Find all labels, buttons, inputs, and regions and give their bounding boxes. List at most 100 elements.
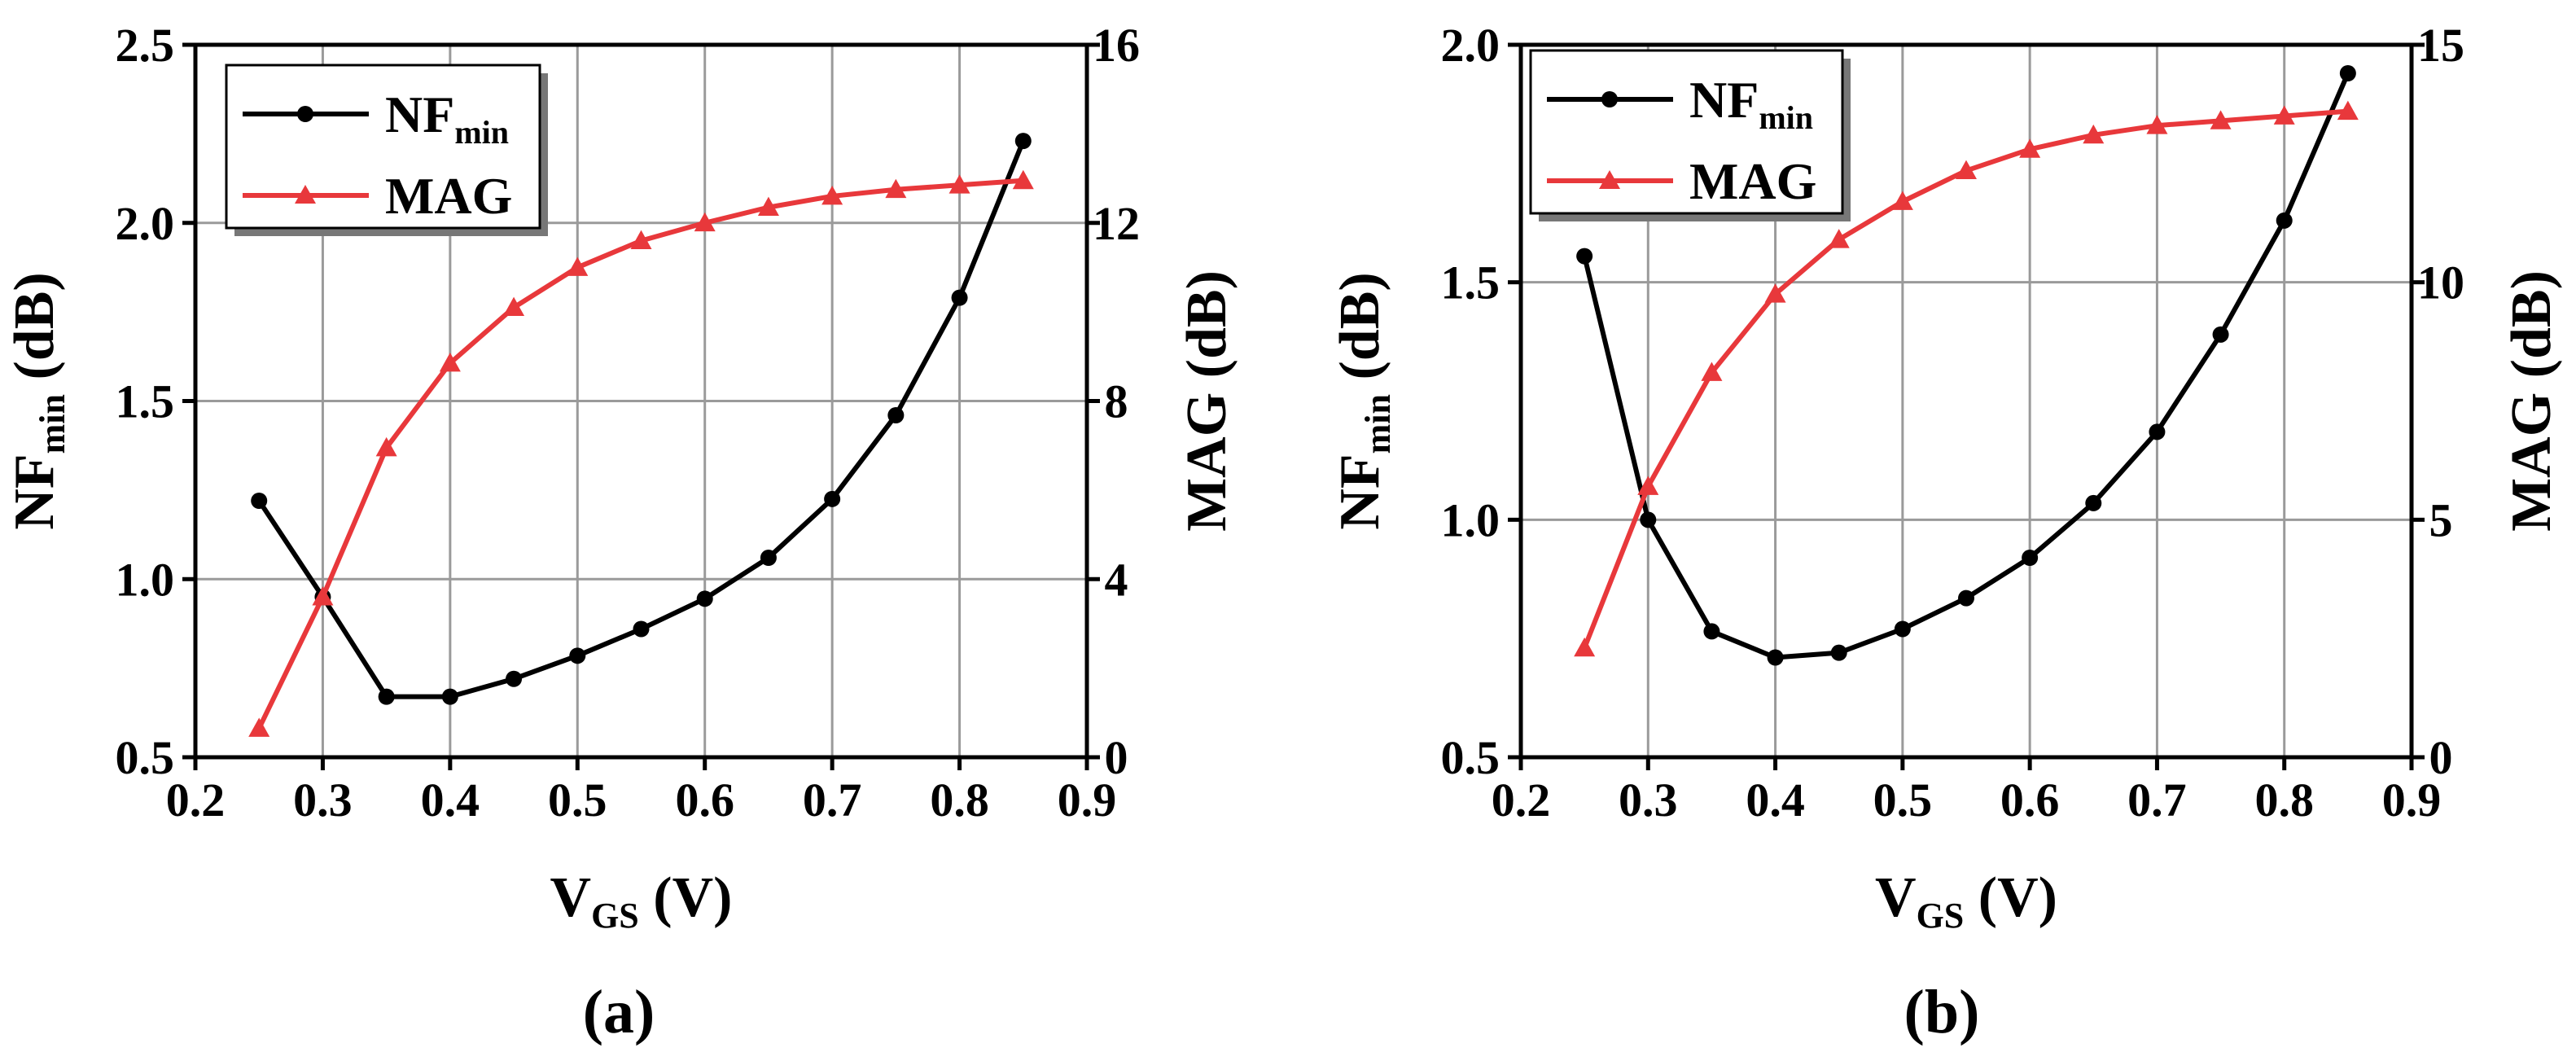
data-point-mag	[312, 586, 334, 606]
y-tick-label: 0.5	[1441, 731, 1500, 784]
data-point-mag	[2273, 105, 2295, 125]
y-tick-label: 1.5	[116, 375, 175, 428]
data-point-nf	[887, 407, 905, 423]
y-axis-title: NFmin (dB)	[3, 272, 72, 529]
data-point-mag	[1956, 160, 1977, 179]
data-point-mag	[2146, 115, 2168, 134]
legend	[1529, 49, 1844, 215]
y2-tick-label: 4	[1105, 553, 1128, 606]
x-tick-label: 0.4	[1746, 774, 1805, 826]
data-point-nf	[951, 289, 968, 306]
data-point-nf	[1958, 590, 1974, 607]
data-point-mag	[567, 256, 589, 276]
data-point-nf	[824, 490, 841, 507]
data-point-mag	[1891, 191, 1913, 210]
legend-label: MAG	[385, 167, 512, 225]
y-tick-label: 2.0	[1441, 19, 1500, 72]
x-axis-title: VGS (V)	[550, 866, 733, 936]
y2-tick-label: 8	[1105, 375, 1128, 428]
chart-panel-a: 0.2 0.3 0.4 0.5 0.6 0.7 0.8 0.9 0.5 1.0 1.5 2.0 2.5 0…	[3, 19, 1238, 1046]
x-tick-label: 0.4	[421, 774, 480, 826]
legend	[225, 64, 541, 230]
x-tick-label: 0.7	[803, 774, 862, 826]
legend-marker	[1601, 91, 1618, 107]
y2-tick-label: 0	[2429, 731, 2453, 784]
data-point-nf	[1767, 649, 1784, 666]
data-point-nf	[378, 688, 395, 705]
y2-tick-label: 5	[2429, 493, 2453, 546]
x-tick-label: 0.3	[1619, 774, 1678, 826]
y2-tick-label: 16	[1093, 19, 1140, 72]
data-point-mag	[375, 436, 397, 457]
legend-label: NFmin	[1689, 71, 1813, 136]
data-point-nf	[1703, 623, 1720, 640]
data-point-mag	[757, 196, 779, 217]
data-point-nf	[2276, 212, 2293, 229]
data-point-nf	[1894, 620, 1911, 638]
data-point-mag	[248, 717, 270, 737]
y-axis-title: NFmin (dB)	[1329, 272, 1398, 529]
data-point-mag	[630, 230, 652, 250]
data-point-nf	[2339, 65, 2356, 81]
data-point-nf	[760, 550, 777, 566]
x-tick-label: 0.3	[293, 774, 353, 826]
data-point-nf	[2149, 423, 2166, 441]
data-point-nf	[2022, 550, 2039, 566]
legend-marker	[1599, 170, 1620, 189]
legend-marker	[295, 185, 316, 204]
data-point-mag	[1637, 476, 1659, 495]
data-point-nf	[441, 688, 458, 705]
x-tick-label: 0.8	[930, 774, 989, 826]
data-point-mag	[2337, 100, 2359, 121]
y-tick-label: 2.0	[116, 197, 175, 250]
data-point-nf	[569, 647, 586, 664]
data-point-mag	[1828, 229, 1850, 248]
y-tick-label: 2.5	[116, 19, 175, 72]
x-tick-label: 0.6	[675, 774, 734, 826]
y-tick-label: 1.0	[1441, 493, 1500, 546]
data-point-mag	[1764, 283, 1786, 303]
y-tick-label: 1.5	[1441, 256, 1500, 309]
data-point-mag	[1012, 169, 1034, 190]
y2-tick-label: 0	[1105, 731, 1128, 784]
y2-axis-title: MAG (dB)	[1176, 270, 1238, 532]
panel-label: (a)	[583, 978, 655, 1046]
data-point-nf	[2212, 326, 2229, 343]
data-point-nf	[1014, 133, 1032, 150]
data-point-nf	[633, 620, 650, 638]
data-point-mag	[1574, 637, 1596, 657]
y-tick-label: 0.5	[116, 731, 175, 784]
data-point-mag	[694, 212, 716, 232]
legend-label: NFmin	[385, 85, 509, 151]
data-point-mag	[885, 178, 907, 199]
y2-tick-label: 12	[1093, 197, 1140, 250]
x-axis-title: VGS (V)	[1875, 866, 2057, 936]
data-point-mag	[503, 296, 525, 317]
data-point-nf	[1830, 644, 1847, 661]
data-point-nf	[251, 493, 268, 509]
x-tick-label: 0.2	[1492, 774, 1551, 826]
data-point-nf	[2085, 494, 2102, 511]
data-point-mag	[821, 185, 843, 205]
data-point-nf	[506, 670, 523, 687]
series-line-mag	[256, 178, 1023, 730]
x-tick-label: 0.5	[1873, 774, 1933, 826]
x-tick-label: 0.2	[166, 774, 226, 826]
data-point-mag	[2210, 110, 2232, 129]
x-tick-label: 0.8	[2254, 774, 2314, 826]
data-point-mag	[2019, 138, 2041, 158]
panel-label: (b)	[1904, 978, 1980, 1046]
y2-axis-title: MAG (dB)	[2500, 270, 2563, 532]
data-point-mag	[948, 174, 970, 194]
x-tick-label: 0.5	[548, 774, 607, 826]
chart-panel-b: 0.2 0.3 0.4 0.5 0.6 0.7 0.8 0.9 0.5 1.0 1.5 2.0 0 5 10…	[1329, 19, 2563, 1046]
data-point-mag	[1701, 362, 1723, 381]
data-point-nf	[1640, 511, 1657, 528]
x-tick-label: 0.9	[1058, 774, 1117, 826]
y2-tick-label: 10	[2417, 256, 2464, 309]
plot-frame	[1518, 42, 2414, 760]
data-point-nf	[1576, 248, 1593, 265]
x-tick-label: 0.9	[2382, 774, 2442, 826]
x-tick-label: 0.7	[2127, 774, 2187, 826]
